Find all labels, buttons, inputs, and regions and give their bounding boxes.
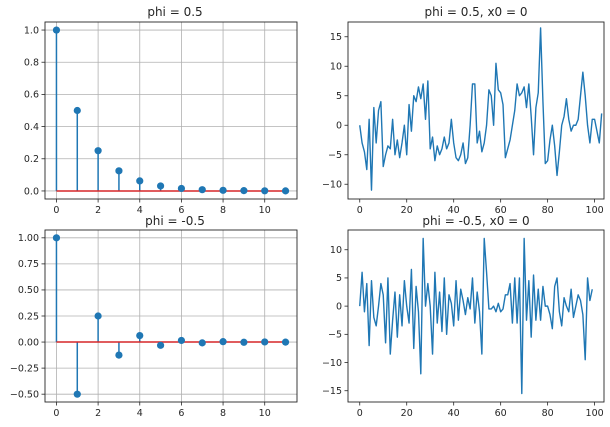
stem-marker <box>94 312 102 320</box>
x-tick-label: 100 <box>586 205 604 216</box>
stem-marker <box>281 338 290 346</box>
y-tick-label: 0.4 <box>24 122 39 133</box>
stem-marker <box>198 339 206 347</box>
x-tick-label: 6 <box>178 205 184 216</box>
y-tick-label: −0.50 <box>10 389 39 400</box>
x-tick-label: 10 <box>259 408 271 419</box>
stem-marker <box>115 351 123 359</box>
x-tick-label: 4 <box>137 408 143 419</box>
y-tick-label: 5 <box>336 273 342 284</box>
y-tick-label: 0 <box>336 301 342 312</box>
stem-marker <box>115 167 123 175</box>
x-tick-label: 80 <box>542 408 554 419</box>
x-tick-label: 0 <box>53 408 59 419</box>
x-tick-label: 6 <box>178 408 184 419</box>
x-tick-label: 100 <box>586 408 604 419</box>
stem-marker <box>281 187 290 195</box>
y-tick-label: −15 <box>322 386 342 397</box>
x-tick-label: 20 <box>401 205 413 216</box>
x-tick-label: 10 <box>259 205 271 216</box>
grid <box>45 230 297 402</box>
y-tick-label: 5 <box>336 91 342 102</box>
subplot-title: phi = -0.5, x0 = 0 <box>422 214 529 228</box>
y-tick-label: −10 <box>322 180 342 191</box>
subplot-title: phi = -0.5 <box>145 214 205 228</box>
stem-marker <box>94 147 102 155</box>
y-tick-label: 0.00 <box>18 337 39 348</box>
series-line <box>359 27 603 191</box>
x-tick-label: 0 <box>357 205 363 216</box>
x-tick-label: 8 <box>220 205 226 216</box>
subplot-title: phi = 0.5 <box>147 5 202 19</box>
subplot-1: phi = 0.5, x0 = 0 0 20 40 60 80 100 −10 −5 0 5 10 1… <box>322 5 605 216</box>
y-tick-label: 1.00 <box>18 233 39 244</box>
y-tick-label: 15 <box>330 32 342 43</box>
stem-marker <box>261 187 269 195</box>
subplot-title: phi = 0.5, x0 = 0 <box>424 5 527 19</box>
y-tick-label: 0.6 <box>24 90 39 101</box>
y-tick-label: −5 <box>328 150 342 161</box>
y-tick-label: −10 <box>322 358 342 369</box>
stem-marker <box>177 184 186 193</box>
y-tick-label: 0 <box>336 121 342 132</box>
y-tick-label: 10 <box>330 245 342 256</box>
subplot-2: phi = -0.5 0 2 4 6 8 10 −0.50 −0.25 0.00 0.25 0.50… <box>10 214 298 419</box>
y-tick-label: 0.75 <box>18 259 39 270</box>
stem-marker <box>73 106 81 115</box>
y-tick-label: 1.0 <box>24 25 39 36</box>
stem-marker <box>219 338 227 346</box>
y-tick-label: −5 <box>328 330 342 341</box>
x-tick-label: 4 <box>137 205 143 216</box>
y-tick-label: 0.25 <box>18 311 39 322</box>
x-tick-label: 2 <box>95 205 101 216</box>
axes-frame <box>347 229 605 403</box>
x-tick-label: 40 <box>448 205 460 216</box>
x-tick-label: 0 <box>53 205 59 216</box>
stem-marker <box>136 177 144 185</box>
axes-frame <box>44 21 298 200</box>
stem-marker <box>156 341 165 349</box>
y-tick-label: 10 <box>330 62 342 73</box>
x-tick-label: 60 <box>495 205 507 216</box>
stem-marker <box>261 338 269 346</box>
stem-marker <box>52 26 61 34</box>
stem-marker <box>240 338 248 346</box>
x-tick-label: 20 <box>401 408 413 419</box>
x-tick-label: 40 <box>448 408 460 419</box>
subplot-0: phi = 0.5 0 2 4 6 8 10 0.0 0.2 0.4 0.6 0.8 1.0 <box>24 5 298 216</box>
x-tick-label: 80 <box>542 205 554 216</box>
stem-marker <box>177 336 186 345</box>
x-tick-label: 0 <box>357 408 363 419</box>
x-tick-label: 60 <box>495 408 507 419</box>
y-tick-label: 0.50 <box>18 285 39 296</box>
stem-marker <box>198 186 206 194</box>
stem-marker <box>52 234 61 242</box>
stem-marker <box>156 182 165 190</box>
stem-marker <box>240 187 248 195</box>
axes-frame <box>347 21 605 200</box>
grid <box>45 22 297 199</box>
subplot-3: phi = -0.5, x0 = 0 0 20 40 60 80 100 −15 −10 −5 0… <box>322 214 605 419</box>
y-tick-label: −0.25 <box>10 363 39 374</box>
series-line <box>359 237 593 395</box>
y-tick-label: 0.8 <box>24 58 39 69</box>
stem-marker <box>73 390 81 398</box>
y-tick-label: 0.0 <box>24 186 39 197</box>
stem-marker <box>136 331 144 340</box>
x-tick-label: 2 <box>95 408 101 419</box>
stem-marker <box>219 186 227 194</box>
y-tick-label: 0.2 <box>24 154 39 165</box>
x-tick-label: 8 <box>220 408 226 419</box>
